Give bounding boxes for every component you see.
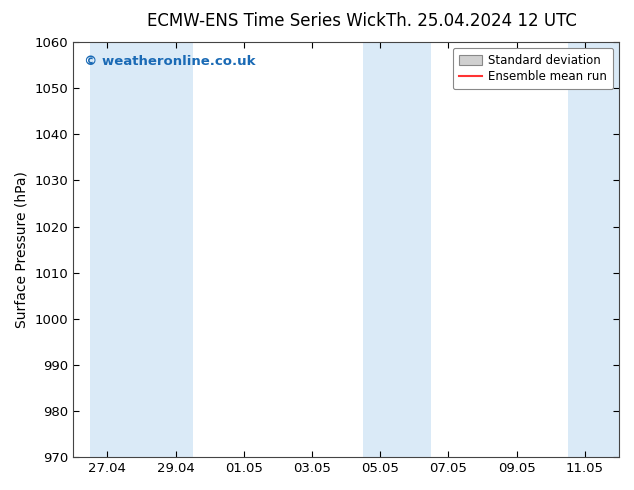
Bar [363, 42, 431, 457]
Y-axis label: Surface Pressure (hPa): Surface Pressure (hPa) [15, 171, 29, 328]
Bar [568, 42, 619, 457]
Text: Th. 25.04.2024 12 UTC: Th. 25.04.2024 12 UTC [386, 12, 578, 30]
Bar [90, 42, 193, 457]
Text: ECMW-ENS Time Series Wick: ECMW-ENS Time Series Wick [147, 12, 385, 30]
Text: © weatheronline.co.uk: © weatheronline.co.uk [84, 54, 256, 68]
Legend: Standard deviation, Ensemble mean run: Standard deviation, Ensemble mean run [453, 48, 613, 89]
